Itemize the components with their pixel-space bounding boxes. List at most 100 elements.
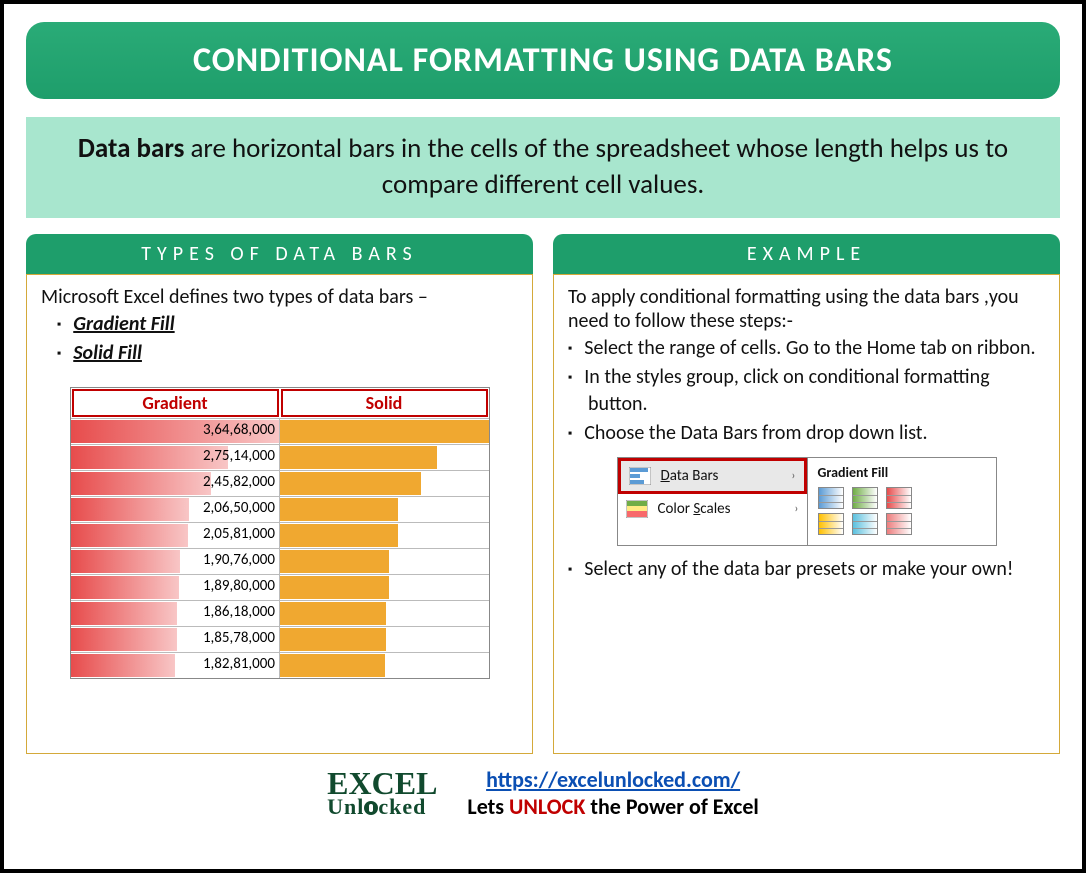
description-bold: Data bars bbox=[78, 132, 184, 165]
gradient-cell: 1,85,78,000 bbox=[71, 627, 281, 652]
solid-bar bbox=[280, 602, 386, 625]
cell-value: 1,82,81,000 bbox=[203, 655, 275, 673]
tagline-post: the Power of Excel bbox=[585, 793, 758, 820]
types-list: Gradient Fill Solid Fill bbox=[41, 311, 518, 367]
types-header: TYPES OF DATA BARS bbox=[26, 234, 533, 274]
brand-logo: EXCEL Unlcked bbox=[327, 769, 437, 818]
swatch-lightblue[interactable] bbox=[852, 513, 878, 535]
final-step-list: Select any of the data bar presets or ma… bbox=[568, 556, 1045, 583]
solid-bar bbox=[280, 576, 389, 599]
solid-bar bbox=[280, 550, 389, 573]
footer: EXCEL Unlcked https://excelunlocked.com/… bbox=[26, 766, 1060, 820]
gradient-bar bbox=[71, 628, 177, 651]
gradient-bar bbox=[71, 524, 189, 547]
table-row: 1,86,18,000 bbox=[71, 600, 489, 626]
example-column: EXAMPLE To apply conditional formatting … bbox=[553, 234, 1060, 754]
swatch-orange[interactable] bbox=[818, 513, 844, 535]
columns-container: TYPES OF DATA BARS Microsoft Excel defin… bbox=[26, 234, 1060, 754]
gradient-cell: 1,90,76,000 bbox=[71, 549, 281, 574]
cell-value: 1,90,76,000 bbox=[203, 551, 275, 569]
gradient-cell: 1,89,80,000 bbox=[71, 575, 281, 600]
solid-cell bbox=[280, 445, 489, 470]
footer-link[interactable]: https://excelunlocked.com/ bbox=[486, 766, 740, 793]
gradient-cell: 3,64,68,000 bbox=[71, 419, 281, 444]
solid-cell bbox=[280, 627, 489, 652]
example-intro: To apply conditional formatting using th… bbox=[568, 285, 1045, 333]
solid-bar bbox=[280, 498, 398, 521]
solid-bar bbox=[280, 446, 437, 469]
cell-value: 1,89,80,000 bbox=[203, 577, 275, 595]
gradient-cell: 2,45,82,000 bbox=[71, 471, 281, 496]
keyhole-icon bbox=[364, 801, 378, 815]
solid-bar bbox=[280, 628, 386, 651]
cell-value: 2,05,81,000 bbox=[203, 525, 275, 543]
solid-cell bbox=[280, 419, 489, 444]
description-box: Data bars are horizontal bars in the cel… bbox=[26, 117, 1060, 218]
cell-value: 1,86,18,000 bbox=[203, 603, 275, 621]
footer-text: https://excelunlocked.com/ Lets UNLOCK t… bbox=[467, 766, 758, 820]
solid-cell bbox=[280, 523, 489, 548]
cell-value: 2,45,82,000 bbox=[203, 473, 275, 491]
solid-cell bbox=[280, 653, 489, 678]
col-header-solid: Solid bbox=[281, 389, 488, 417]
gradient-cell: 2,06,50,000 bbox=[71, 497, 281, 522]
types-intro: Microsoft Excel defines two types of dat… bbox=[41, 285, 518, 309]
menu-label-data-bars: Data Bars bbox=[661, 467, 719, 485]
gradient-bar bbox=[71, 576, 180, 599]
menu-submenu: Gradient Fill bbox=[808, 458, 996, 545]
solid-cell bbox=[280, 549, 489, 574]
table-row: 2,05,81,000 bbox=[71, 522, 489, 548]
solid-cell bbox=[280, 601, 489, 626]
step-1: Select the range of cells. Go to the Hom… bbox=[584, 335, 1045, 362]
gradient-cell: 1,86,18,000 bbox=[71, 601, 281, 626]
cell-value: 2,06,50,000 bbox=[203, 499, 275, 517]
cell-value: 1,85,78,000 bbox=[203, 629, 275, 647]
steps-list: Select the range of cells. Go to the Hom… bbox=[568, 335, 1045, 447]
swatch-red[interactable] bbox=[886, 487, 912, 509]
step-4: Select any of the data bar presets or ma… bbox=[584, 556, 1045, 583]
solid-cell bbox=[280, 471, 489, 496]
color-scales-icon bbox=[626, 500, 648, 518]
databars-table-head: Gradient Solid bbox=[71, 388, 489, 418]
table-row: 2,45,82,000 bbox=[71, 470, 489, 496]
gradient-bar bbox=[71, 550, 180, 573]
excel-menu-mock: Data Bars › Color Scales › Gradient Fill bbox=[617, 457, 997, 546]
types-column: TYPES OF DATA BARS Microsoft Excel defin… bbox=[26, 234, 533, 754]
type-solid: Solid Fill bbox=[73, 341, 142, 365]
cell-value: 2,75,14,000 bbox=[203, 447, 275, 465]
gradient-bar bbox=[71, 498, 189, 521]
chevron-right-icon: › bbox=[791, 469, 795, 483]
menu-item-color-scales[interactable]: Color Scales › bbox=[618, 494, 807, 524]
table-row: 2,06,50,000 bbox=[71, 496, 489, 522]
menu-label-color-scales: Color Scales bbox=[658, 500, 731, 518]
example-header: EXAMPLE bbox=[553, 234, 1060, 274]
gradient-cell: 1,82,81,000 bbox=[71, 653, 281, 678]
swatch-row-1 bbox=[818, 487, 986, 509]
solid-bar bbox=[280, 472, 421, 495]
step-2: In the styles group, click on conditiona… bbox=[584, 364, 1045, 418]
tagline-highlight: UNLOCK bbox=[509, 793, 585, 820]
data-bars-icon bbox=[629, 467, 651, 485]
types-body: Microsoft Excel defines two types of dat… bbox=[26, 274, 533, 754]
cell-value: 3,64,68,000 bbox=[203, 421, 275, 439]
table-row: 1,90,76,000 bbox=[71, 548, 489, 574]
table-row: 1,82,81,000 bbox=[71, 652, 489, 678]
solid-bar bbox=[280, 524, 398, 547]
table-row: 3,64,68,000 bbox=[71, 418, 489, 444]
swatch-pink[interactable] bbox=[886, 513, 912, 535]
table-row: 1,89,80,000 bbox=[71, 574, 489, 600]
page-title: CONDITIONAL FORMATTING USING DATA BARS bbox=[26, 22, 1060, 99]
logo-bottom: Unlcked bbox=[327, 797, 437, 817]
swatch-blue[interactable] bbox=[818, 487, 844, 509]
gradient-bar bbox=[71, 654, 176, 677]
menu-item-data-bars[interactable]: Data Bars › bbox=[618, 458, 807, 494]
swatch-green[interactable] bbox=[852, 487, 878, 509]
menu-left: Data Bars › Color Scales › bbox=[618, 458, 808, 545]
gradient-bar bbox=[71, 602, 177, 625]
gradient-cell: 2,05,81,000 bbox=[71, 523, 281, 548]
solid-cell bbox=[280, 497, 489, 522]
table-row: 2,75,14,000 bbox=[71, 444, 489, 470]
gradient-cell: 2,75,14,000 bbox=[71, 445, 281, 470]
type-gradient: Gradient Fill bbox=[73, 312, 174, 336]
solid-bar bbox=[280, 420, 489, 443]
